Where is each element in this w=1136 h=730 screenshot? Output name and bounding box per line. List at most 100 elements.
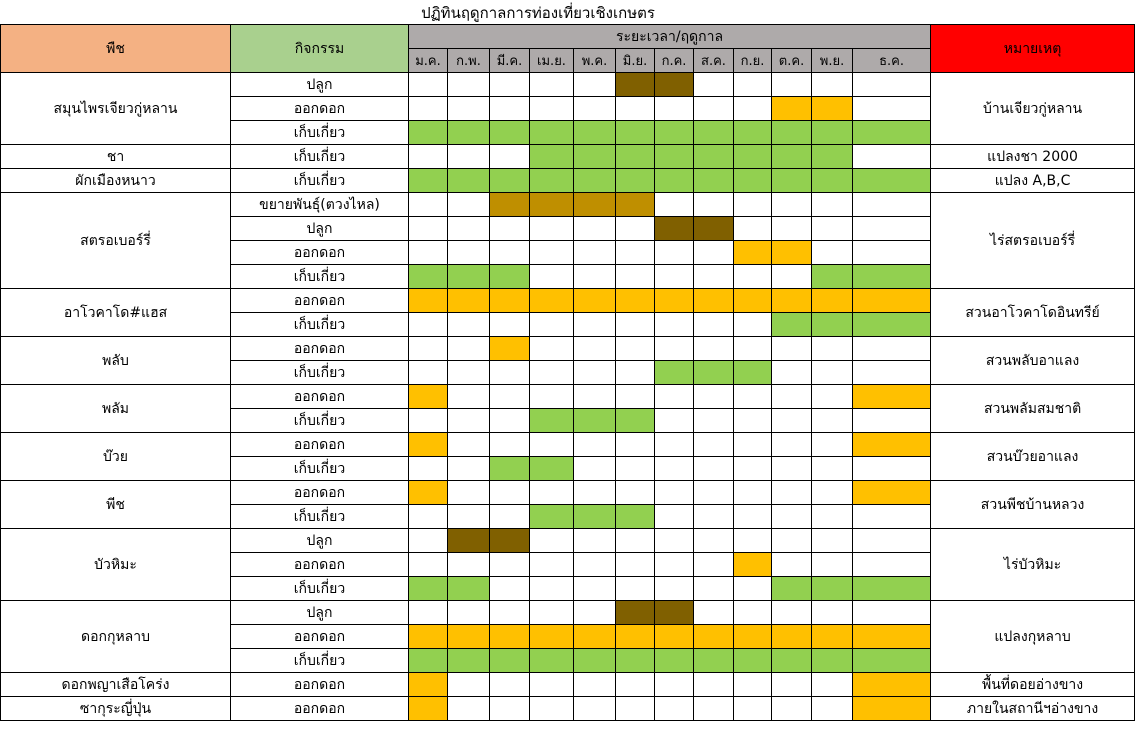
month-cell [447,528,490,553]
month-cell [851,552,932,577]
month-cell [811,696,853,721]
plant-cell: ดอกพญาเสือโคร่ง [0,672,231,697]
month-cell [529,72,574,97]
month-cell [811,240,853,265]
month-cell [408,264,448,289]
month-cell [489,336,530,361]
month-cell [489,168,530,193]
month-cell [489,408,530,433]
month-cell [447,336,490,361]
activity-cell: เก็บเกี่ยว [230,264,409,289]
month-cell [615,504,655,529]
month-cell [489,312,530,337]
plant-cell: พีช [0,480,231,529]
month-cell [811,288,853,313]
month-cell [693,576,734,601]
month-cell [771,432,812,457]
month-cell [615,384,655,409]
month-cell [408,576,448,601]
month-cell [733,648,772,673]
month-cell [529,456,574,481]
month-cell [811,528,853,553]
header-plant: พืช [0,24,231,73]
month-cell [573,240,616,265]
month-cell [733,480,772,505]
month-cell [654,672,694,697]
month-cell [851,216,932,241]
header-remark: หมายเหตุ [930,24,1136,73]
month-cell [489,360,530,385]
month-cell [529,384,574,409]
month-cell [851,672,932,697]
plant-cell: สมุนไพรเจียวกู่หลาน [0,72,231,145]
month-cell [654,480,694,505]
month-cell [654,624,694,649]
month-cell [615,624,655,649]
month-cell [733,192,772,217]
activity-cell: เก็บเกี่ยว [230,144,409,169]
month-cell [733,552,772,577]
month-cell [693,408,734,433]
remark-cell: บ้านเจียวกู่หลาน [930,72,1136,145]
month-cell [693,696,734,721]
month-cell [408,360,448,385]
activity-row: สมุนไพรเจียวกู่หลาน ปลูก บ้านเจียวกู่หลาน [0,72,1136,145]
remark-cell: พื้นที่ดอยอ่างขาง [930,672,1136,697]
month-cell [851,480,932,505]
month-cell [447,240,490,265]
month-cell [654,408,694,433]
remark-cell: สวนพลัมสมชาติ [930,384,1136,433]
month-cell [489,528,530,553]
month-cell [447,624,490,649]
month-cell [851,336,932,361]
month-cell [771,672,812,697]
plant-cell: ผักเมืองหนาว [0,168,231,193]
month-cell [615,312,655,337]
activity-cell: ออกดอก [230,624,409,649]
month-cell [573,528,616,553]
month-cell [573,624,616,649]
month-cell [408,216,448,241]
month-cell [693,624,734,649]
month-header: ธ.ค. [851,48,932,73]
activity-row: เก็บเกี่ยว [1,456,1135,481]
month-cell [529,528,574,553]
month-cell [573,216,616,241]
month-cell [489,648,530,673]
month-cell [771,312,812,337]
activity-cell: ปลูก [230,600,409,625]
month-cell [733,384,772,409]
month-cell [615,360,655,385]
month-cell [654,384,694,409]
activity-cell: เก็บเกี่ยว [230,576,409,601]
month-cell [447,672,490,697]
month-cell [851,624,932,649]
month-cell [733,528,772,553]
month-cell [408,96,448,121]
month-cell [733,696,772,721]
month-cell [489,432,530,457]
activity-row: เก็บเกี่ยว [1,120,1135,145]
remark-cell: สวนพลับอาแลง [930,336,1136,385]
activity-row: เก็บเกี่ยว [1,648,1135,673]
month-cell [573,192,616,217]
plant-cell: พลัม [0,384,231,433]
month-header: พ.ค. [573,48,616,73]
activity-row: เก็บเกี่ยว [1,408,1135,433]
month-cell [489,600,530,625]
activity-row: ชา เก็บเกี่ยว แปลงชา 2000 [0,144,1136,169]
month-cell [489,456,530,481]
month-cell [408,288,448,313]
month-cell [489,576,530,601]
month-cell [851,384,932,409]
month-cell [733,360,772,385]
month-cell [489,384,530,409]
plant-cell: ซากุระญี่ปุ่น [0,696,231,721]
month-cell [771,528,812,553]
month-cell [573,144,616,169]
month-cell [573,96,616,121]
month-cell [529,264,574,289]
month-cell [447,648,490,673]
month-cell [529,120,574,145]
activity-cell: เก็บเกี่ยว [230,648,409,673]
